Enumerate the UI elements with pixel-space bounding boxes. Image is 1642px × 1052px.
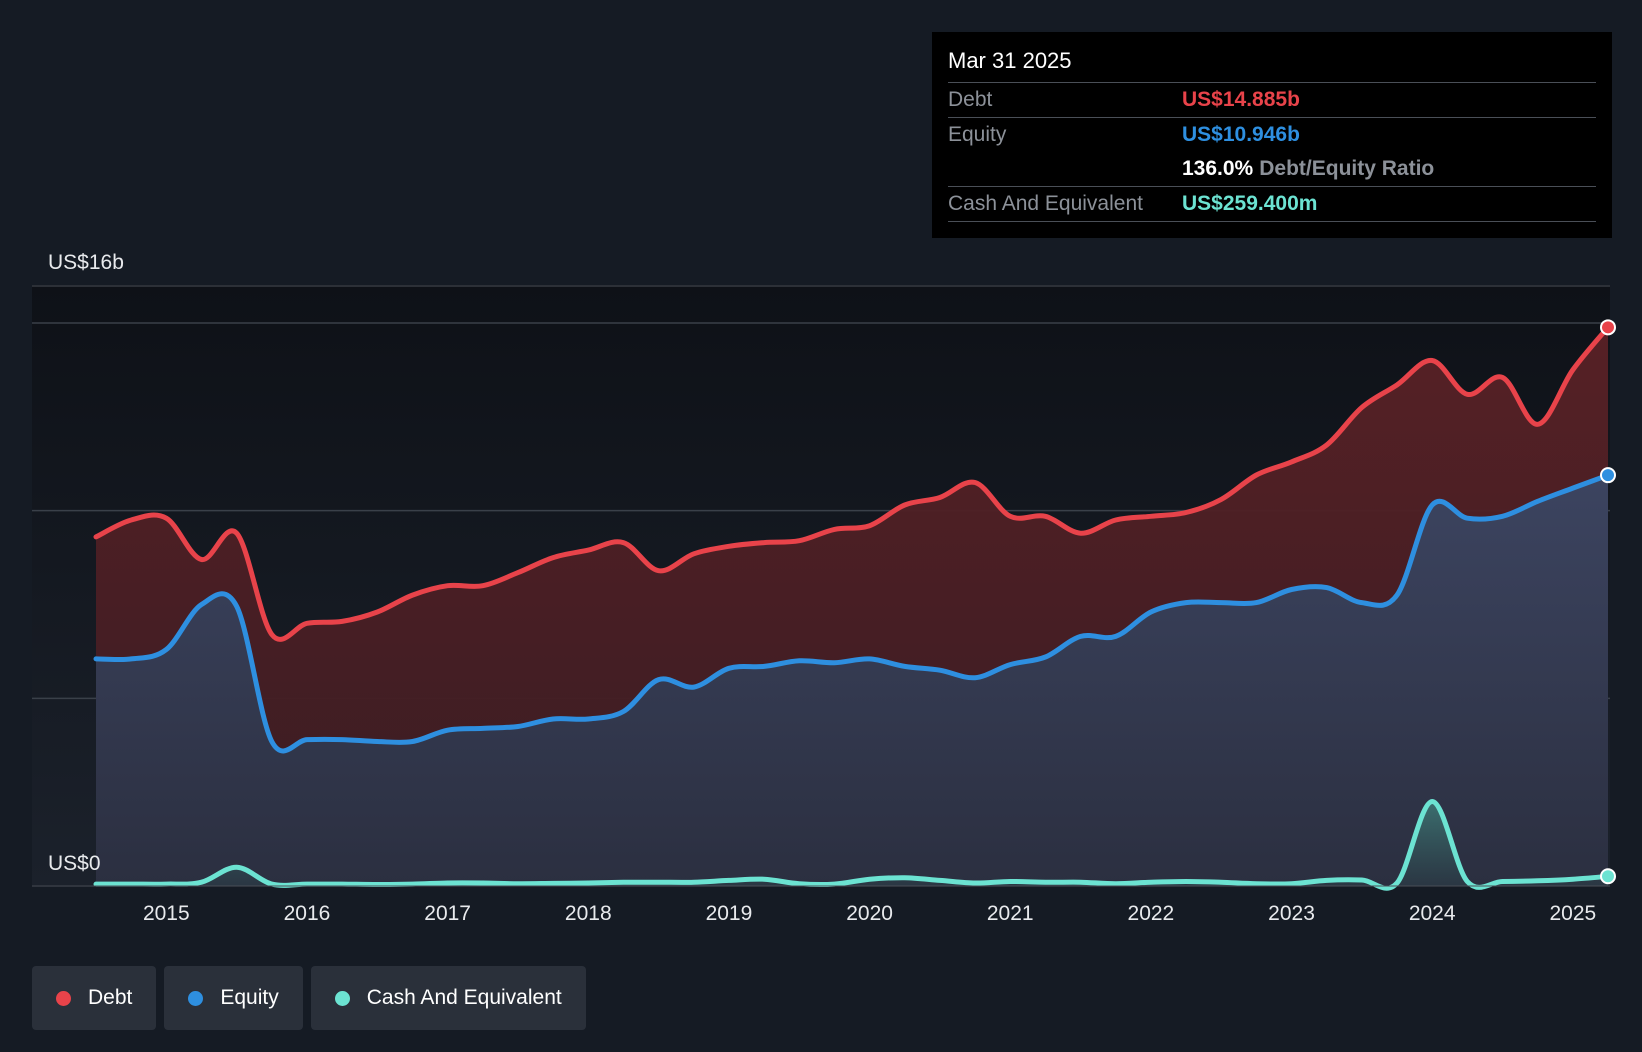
tooltip-date: Mar 31 2025	[948, 46, 1596, 83]
x-tick-label: 2018	[565, 902, 612, 925]
legend-item-cash[interactable]: Cash And Equivalent	[310, 966, 586, 1030]
x-tick-label: 2015	[143, 902, 190, 925]
tooltip-equity-value: US$10.946b	[1182, 123, 1300, 146]
y-axis-top-label: US$16b	[48, 251, 124, 274]
x-tick-label: 2019	[706, 902, 753, 925]
legend: Debt Equity Cash And Equivalent	[32, 966, 586, 1030]
tooltip: Mar 31 2025 Debt US$14.885b Equity US$10…	[932, 32, 1612, 238]
x-tick-label: 2016	[284, 902, 331, 925]
x-tick-label: 2023	[1268, 902, 1315, 925]
end-markers	[1600, 319, 1616, 885]
x-axis-ticks: 2015 2016 2017 2018 2019 2020 2021 2022 2023 2024…	[143, 902, 1596, 925]
tooltip-cash-label: Cash And Equivalent	[948, 192, 1143, 215]
legend-item-equity[interactable]: Equity	[164, 966, 303, 1030]
debt-end-marker[interactable]	[1600, 319, 1616, 336]
legend-dot-equity	[188, 990, 204, 1006]
tooltip-ratio-label: Debt/Equity Ratio	[1259, 157, 1435, 180]
tooltip-ratio-spacer	[948, 152, 1182, 186]
x-tick-label: 2021	[987, 902, 1034, 925]
tooltip-row-equity: Equity US$10.946b	[948, 118, 1596, 152]
x-tick-label: 2022	[1128, 902, 1175, 925]
x-tick-label: 2020	[846, 902, 893, 925]
tooltip-row-cash: Cash And Equivalent US$259.400m	[948, 187, 1596, 222]
equity-line[interactable]	[93, 472, 1611, 754]
cash-area	[96, 801, 1608, 889]
legend-item-debt[interactable]: Debt	[32, 966, 157, 1030]
x-tick-label: 2017	[424, 902, 471, 925]
legend-dot-debt	[56, 990, 71, 1006]
cash-line[interactable]	[93, 798, 1611, 891]
tooltip-row-ratio: 136.0% Debt/Equity Ratio	[948, 152, 1596, 187]
legend-label-debt: Debt	[88, 986, 133, 1009]
legend-label-cash: Cash And Equivalent	[366, 986, 562, 1009]
tooltip-debt-label: Debt	[948, 88, 993, 111]
tooltip-ratio-value: 136.0%	[1182, 157, 1254, 180]
equity-end-marker[interactable]	[1600, 467, 1616, 484]
tooltip-debt-value: US$14.885b	[1182, 88, 1300, 111]
legend-label-equity: Equity	[220, 986, 279, 1009]
tooltip-row-debt: Debt US$14.885b	[948, 83, 1596, 118]
x-tick-label: 2025	[1549, 902, 1596, 925]
tooltip-equity-label: Equity	[948, 123, 1007, 146]
x-tick-label: 2024	[1409, 902, 1456, 925]
legend-dot-cash	[334, 990, 350, 1006]
debt-line[interactable]	[93, 324, 1611, 642]
y-axis-bottom-label: US$0	[48, 852, 101, 875]
tooltip-cash-value: US$259.400m	[1182, 192, 1318, 215]
equity-area	[96, 475, 1608, 886]
cash-end-marker[interactable]	[1600, 868, 1616, 885]
